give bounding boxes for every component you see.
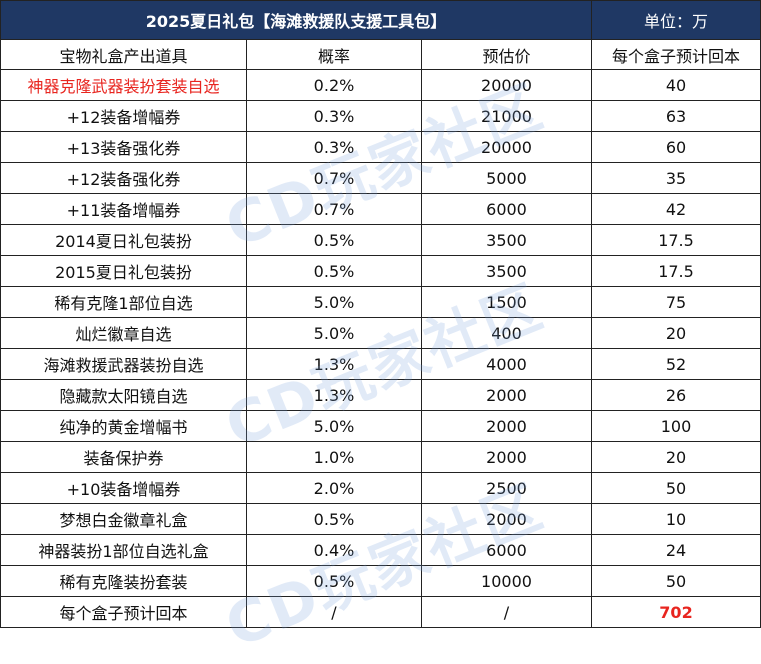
return-cell: 60 bbox=[591, 131, 761, 163]
column-header-price: 预估价 bbox=[421, 39, 592, 70]
return-cell: 10 bbox=[591, 503, 761, 535]
probability-cell: 0.5% bbox=[246, 224, 422, 256]
item-name-cell: 稀有克隆装扮套装 bbox=[0, 565, 247, 597]
gift-box-table: 2025夏日礼包【海滩救援队支援工具包】 单位：万 宝物礼盒产出道具 概率 预估… bbox=[0, 0, 761, 628]
return-cell: 17.5 bbox=[591, 224, 761, 256]
table-row: 装备保护券 1.0% 2000 20 bbox=[0, 441, 761, 473]
table-row: 神器装扮1部位自选礼盒 0.4% 6000 24 bbox=[0, 534, 761, 566]
column-header-row: 宝物礼盒产出道具 概率 预估价 每个盒子预计回本 bbox=[0, 39, 761, 70]
price-cell: 20000 bbox=[421, 131, 592, 163]
table-row: 海滩救援武器装扮自选 1.3% 4000 52 bbox=[0, 348, 761, 380]
price-cell: 2500 bbox=[421, 472, 592, 504]
total-row: 每个盒子预计回本 //702 bbox=[0, 596, 761, 628]
item-name-cell: 神器装扮1部位自选礼盒 bbox=[0, 534, 247, 566]
probability-cell: 1.3% bbox=[246, 348, 422, 380]
price-cell: 6000 bbox=[421, 193, 592, 225]
item-name-cell: 海滩救援武器装扮自选 bbox=[0, 348, 247, 380]
price-cell: 21000 bbox=[421, 100, 592, 132]
return-cell: 50 bbox=[591, 565, 761, 597]
probability-cell: 0.3% bbox=[246, 100, 422, 132]
table-row: 稀有克隆1部位自选 5.0% 1500 75 bbox=[0, 286, 761, 318]
price-cell: 2000 bbox=[421, 441, 592, 473]
probability-cell: 2.0% bbox=[246, 472, 422, 504]
return-cell: 24 bbox=[591, 534, 761, 566]
item-name-cell: 2014夏日礼包装扮 bbox=[0, 224, 247, 256]
price-cell: 2000 bbox=[421, 503, 592, 535]
total-label-cell: 每个盒子预计回本 bbox=[0, 596, 247, 628]
item-name-cell: 灿烂徽章自选 bbox=[0, 317, 247, 349]
probability-cell: 5.0% bbox=[246, 410, 422, 442]
item-name-cell: 神器克隆武器装扮套装自选 bbox=[0, 69, 247, 101]
probability-cell: 5.0% bbox=[246, 286, 422, 318]
table-row: 神器克隆武器装扮套装自选 0.2% 20000 40 bbox=[0, 69, 761, 101]
return-cell: 35 bbox=[591, 162, 761, 194]
table-row: 2015夏日礼包装扮 0.5% 3500 17.5 bbox=[0, 255, 761, 287]
table-row: +12装备增幅券 0.3% 21000 63 bbox=[0, 100, 761, 132]
item-name-cell: 梦想白金徽章礼盒 bbox=[0, 503, 247, 535]
table-row: 稀有克隆装扮套装 0.5% 10000 50 bbox=[0, 565, 761, 597]
probability-cell: 0.5% bbox=[246, 503, 422, 535]
price-cell: 3500 bbox=[421, 224, 592, 256]
item-name-cell: +10装备增幅券 bbox=[0, 472, 247, 504]
table-title: 2025夏日礼包【海滩救援队支援工具包】 bbox=[0, 0, 592, 40]
probability-cell: 0.7% bbox=[246, 162, 422, 194]
price-cell: 5000 bbox=[421, 162, 592, 194]
price-cell: 6000 bbox=[421, 534, 592, 566]
probability-cell: 0.7% bbox=[246, 193, 422, 225]
table-row: +10装备增幅券 2.0% 2500 50 bbox=[0, 472, 761, 504]
item-name-cell: 纯净的黄金增幅书 bbox=[0, 410, 247, 442]
return-cell: 20 bbox=[591, 317, 761, 349]
column-header-item: 宝物礼盒产出道具 bbox=[0, 39, 247, 70]
probability-cell: 1.3% bbox=[246, 379, 422, 411]
column-header-return: 每个盒子预计回本 bbox=[591, 39, 761, 70]
price-cell: 4000 bbox=[421, 348, 592, 380]
item-name-cell: +12装备增幅券 bbox=[0, 100, 247, 132]
probability-cell: 0.2% bbox=[246, 69, 422, 101]
item-name-cell: 装备保护券 bbox=[0, 441, 247, 473]
return-cell: 63 bbox=[591, 100, 761, 132]
probability-cell: 1.0% bbox=[246, 441, 422, 473]
item-name-cell: 2015夏日礼包装扮 bbox=[0, 255, 247, 287]
return-cell: 20 bbox=[591, 441, 761, 473]
probability-cell: 0.3% bbox=[246, 131, 422, 163]
table-row: +11装备增幅券 0.7% 6000 42 bbox=[0, 193, 761, 225]
table-row: 纯净的黄金增幅书 5.0% 2000 100 bbox=[0, 410, 761, 442]
return-cell: 42 bbox=[591, 193, 761, 225]
table-row: 隐藏款太阳镜自选 1.3% 2000 26 bbox=[0, 379, 761, 411]
probability-cell: 0.4% bbox=[246, 534, 422, 566]
table-row: 灿烂徽章自选 5.0% 400 20 bbox=[0, 317, 761, 349]
return-cell: 52 bbox=[591, 348, 761, 380]
return-cell: 100 bbox=[591, 410, 761, 442]
column-header-probability: 概率 bbox=[246, 39, 422, 70]
item-name-cell: 稀有克隆1部位自选 bbox=[0, 286, 247, 318]
price-cell: 400 bbox=[421, 317, 592, 349]
price-cell: 20000 bbox=[421, 69, 592, 101]
probability-cell: 0.5% bbox=[246, 565, 422, 597]
total-value-cell: 702 bbox=[591, 596, 761, 628]
probability-cell: 0.5% bbox=[246, 255, 422, 287]
probability-cell: 5.0% bbox=[246, 317, 422, 349]
return-cell: 40 bbox=[591, 69, 761, 101]
return-cell: 75 bbox=[591, 286, 761, 318]
price-cell: 1500 bbox=[421, 286, 592, 318]
table-row: 梦想白金徽章礼盒 0.5% 2000 10 bbox=[0, 503, 761, 535]
table-row: 2014夏日礼包装扮 0.5% 3500 17.5 bbox=[0, 224, 761, 256]
price-cell: 3500 bbox=[421, 255, 592, 287]
table-row: +13装备强化券 0.3% 20000 60 bbox=[0, 131, 761, 163]
return-cell: 17.5 bbox=[591, 255, 761, 287]
item-name-cell: +13装备强化券 bbox=[0, 131, 247, 163]
total-price-cell: / bbox=[421, 596, 592, 628]
price-cell: 10000 bbox=[421, 565, 592, 597]
total-probability-cell: / bbox=[246, 596, 422, 628]
table-row: +12装备强化券 0.7% 5000 35 bbox=[0, 162, 761, 194]
return-cell: 50 bbox=[591, 472, 761, 504]
table-title-row: 2025夏日礼包【海滩救援队支援工具包】 单位：万 bbox=[0, 0, 761, 40]
return-cell: 26 bbox=[591, 379, 761, 411]
item-name-cell: +11装备增幅券 bbox=[0, 193, 247, 225]
price-cell: 2000 bbox=[421, 410, 592, 442]
unit-label: 单位：万 bbox=[591, 0, 761, 40]
price-cell: 2000 bbox=[421, 379, 592, 411]
item-name-cell: +12装备强化券 bbox=[0, 162, 247, 194]
item-name-cell: 隐藏款太阳镜自选 bbox=[0, 379, 247, 411]
